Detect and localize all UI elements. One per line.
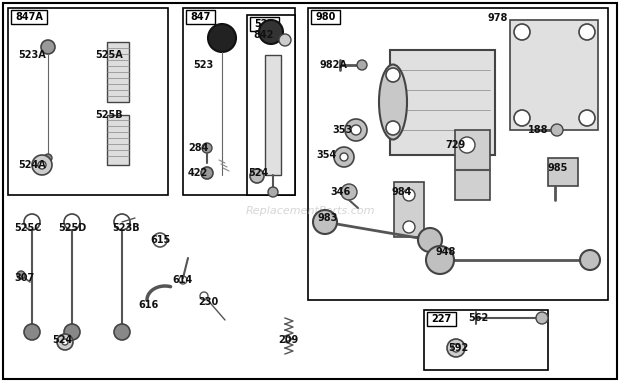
Bar xyxy=(510,20,598,130)
Text: 523B: 523B xyxy=(112,223,140,233)
Circle shape xyxy=(44,154,52,162)
Text: 729: 729 xyxy=(445,140,465,150)
Circle shape xyxy=(62,339,68,345)
Text: 524: 524 xyxy=(52,335,73,345)
Text: 346: 346 xyxy=(330,187,350,197)
Circle shape xyxy=(579,24,595,40)
Text: 615: 615 xyxy=(150,235,170,245)
Text: 985: 985 xyxy=(547,163,567,173)
Text: 983: 983 xyxy=(318,213,339,223)
Circle shape xyxy=(579,110,595,126)
Circle shape xyxy=(536,312,548,324)
Circle shape xyxy=(340,153,348,161)
Bar xyxy=(107,115,129,165)
Circle shape xyxy=(279,34,291,46)
Circle shape xyxy=(580,250,600,270)
Text: 948: 948 xyxy=(435,247,455,257)
Bar xyxy=(390,50,495,155)
Circle shape xyxy=(32,155,52,175)
Circle shape xyxy=(447,339,465,357)
Circle shape xyxy=(259,20,283,44)
Circle shape xyxy=(313,210,337,234)
Bar xyxy=(394,182,424,237)
Bar xyxy=(8,8,168,195)
Text: 524: 524 xyxy=(248,168,268,178)
Circle shape xyxy=(334,147,354,167)
Bar xyxy=(247,15,295,195)
Circle shape xyxy=(514,110,530,126)
Circle shape xyxy=(208,24,236,52)
Text: 847A: 847A xyxy=(15,12,43,22)
Circle shape xyxy=(268,187,278,197)
Circle shape xyxy=(514,24,530,40)
Circle shape xyxy=(17,271,25,279)
Bar xyxy=(183,8,295,195)
Text: 354: 354 xyxy=(316,150,336,160)
Text: 525D: 525D xyxy=(58,223,86,233)
Text: 523: 523 xyxy=(193,60,213,70)
Text: 980: 980 xyxy=(316,12,335,22)
Circle shape xyxy=(386,68,400,82)
Circle shape xyxy=(341,184,357,200)
Circle shape xyxy=(403,189,415,201)
Text: 307: 307 xyxy=(14,273,34,283)
Text: 524A: 524A xyxy=(18,160,46,170)
Circle shape xyxy=(24,324,40,340)
Bar xyxy=(186,10,215,24)
Bar xyxy=(427,312,456,326)
Bar xyxy=(424,310,548,370)
Text: 562: 562 xyxy=(468,313,489,323)
Text: 978: 978 xyxy=(488,13,508,23)
Bar xyxy=(311,10,340,24)
Circle shape xyxy=(57,334,73,350)
Text: 353: 353 xyxy=(332,125,352,135)
Text: ReplacementParts.com: ReplacementParts.com xyxy=(246,206,374,216)
Text: 525C: 525C xyxy=(14,223,42,233)
Text: 984: 984 xyxy=(392,187,412,197)
Text: 616: 616 xyxy=(138,300,158,310)
Circle shape xyxy=(64,324,80,340)
Bar xyxy=(250,17,279,31)
Circle shape xyxy=(418,228,442,252)
Circle shape xyxy=(201,167,213,179)
Ellipse shape xyxy=(379,65,407,139)
Circle shape xyxy=(551,124,563,136)
Text: 525A: 525A xyxy=(95,50,123,60)
Bar xyxy=(107,42,129,102)
Text: 847: 847 xyxy=(190,12,211,22)
Text: 592: 592 xyxy=(448,343,468,353)
Text: 842: 842 xyxy=(253,30,273,40)
Bar xyxy=(11,10,47,24)
Circle shape xyxy=(114,324,130,340)
Circle shape xyxy=(38,161,46,169)
Bar xyxy=(308,8,608,300)
Text: 230: 230 xyxy=(198,297,218,307)
Circle shape xyxy=(403,221,415,233)
Text: 614: 614 xyxy=(172,275,192,285)
Bar xyxy=(455,130,490,200)
Text: 209: 209 xyxy=(278,335,298,345)
Circle shape xyxy=(386,121,400,135)
Text: 422: 422 xyxy=(188,168,208,178)
Circle shape xyxy=(351,125,361,135)
Text: 982A: 982A xyxy=(320,60,348,70)
Bar xyxy=(548,158,578,186)
Text: 188: 188 xyxy=(528,125,549,135)
Circle shape xyxy=(452,344,460,352)
Text: 227: 227 xyxy=(432,314,451,324)
Text: 525B: 525B xyxy=(95,110,123,120)
Circle shape xyxy=(202,143,212,153)
Circle shape xyxy=(459,137,475,153)
Circle shape xyxy=(357,60,367,70)
Circle shape xyxy=(426,246,454,274)
Circle shape xyxy=(345,119,367,141)
Text: 284: 284 xyxy=(188,143,208,153)
Text: 523A: 523A xyxy=(18,50,46,60)
Circle shape xyxy=(250,169,264,183)
Bar xyxy=(265,55,281,175)
Text: 525: 525 xyxy=(254,19,275,29)
Circle shape xyxy=(41,40,55,54)
